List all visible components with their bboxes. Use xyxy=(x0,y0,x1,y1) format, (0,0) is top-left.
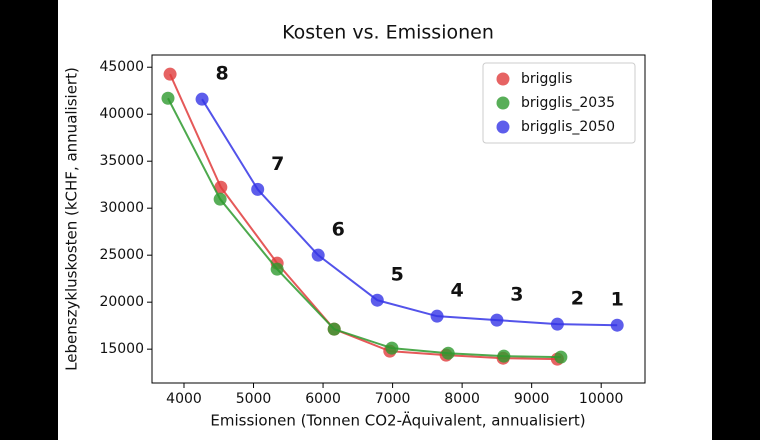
plot-frame xyxy=(151,54,646,384)
x-tick-label: 10000 xyxy=(579,391,624,407)
y-tick-label: 35000 xyxy=(99,153,144,169)
point xyxy=(610,318,624,332)
series-line xyxy=(169,73,558,361)
x-tick-label: 8000 xyxy=(444,391,480,407)
point xyxy=(311,248,325,262)
chart-title: Kosten vs. Emissionen xyxy=(282,22,494,44)
point xyxy=(251,182,265,196)
point xyxy=(497,349,511,363)
x-tick-label: 5000 xyxy=(236,391,272,407)
point xyxy=(163,67,177,81)
legend-label: brigglis xyxy=(521,71,572,87)
point-label: 8 xyxy=(215,63,228,85)
point-label: 4 xyxy=(450,280,463,302)
point xyxy=(161,91,175,105)
x-tick-label: 7000 xyxy=(375,391,411,407)
y-tick-label: 15000 xyxy=(99,341,144,357)
legend-marker xyxy=(496,120,510,134)
y-axis-label: Lebenszykluskosten (kCHF, annualisiert) xyxy=(63,67,81,371)
point xyxy=(385,341,399,355)
legend-label: brigglis_2050 xyxy=(521,119,615,135)
y-tick-label: 30000 xyxy=(99,200,144,216)
point-label: 6 xyxy=(332,219,345,241)
point-label: 5 xyxy=(391,264,404,286)
y-tick-label: 40000 xyxy=(99,106,144,122)
point xyxy=(370,293,384,307)
x-axis-label: Emissionen (Tonnen CO2-Äquivalent, annua… xyxy=(210,411,585,430)
point xyxy=(195,92,209,106)
point-label: 7 xyxy=(271,153,284,175)
point xyxy=(430,309,444,323)
point xyxy=(490,313,504,327)
point xyxy=(327,322,341,336)
point-label: 2 xyxy=(571,288,584,310)
y-tick-label: 25000 xyxy=(99,247,144,263)
legend-marker xyxy=(496,72,510,86)
legend-label: brigglis_2035 xyxy=(521,95,615,111)
point xyxy=(213,192,227,206)
x-tick-label: 4000 xyxy=(166,391,202,407)
series-line xyxy=(167,97,561,359)
point xyxy=(270,262,284,276)
y-tick-label: 20000 xyxy=(99,294,144,310)
point-label: 3 xyxy=(510,284,523,306)
legend-box xyxy=(482,62,636,144)
x-tick-label: 9000 xyxy=(514,391,550,407)
point xyxy=(554,350,568,364)
point xyxy=(550,317,564,331)
point xyxy=(441,346,455,360)
legend-marker xyxy=(496,96,510,110)
x-tick-label: 6000 xyxy=(305,391,341,407)
series-line xyxy=(201,98,618,327)
y-tick-label: 45000 xyxy=(99,59,144,75)
point-label: 1 xyxy=(611,289,624,311)
point xyxy=(214,180,228,194)
